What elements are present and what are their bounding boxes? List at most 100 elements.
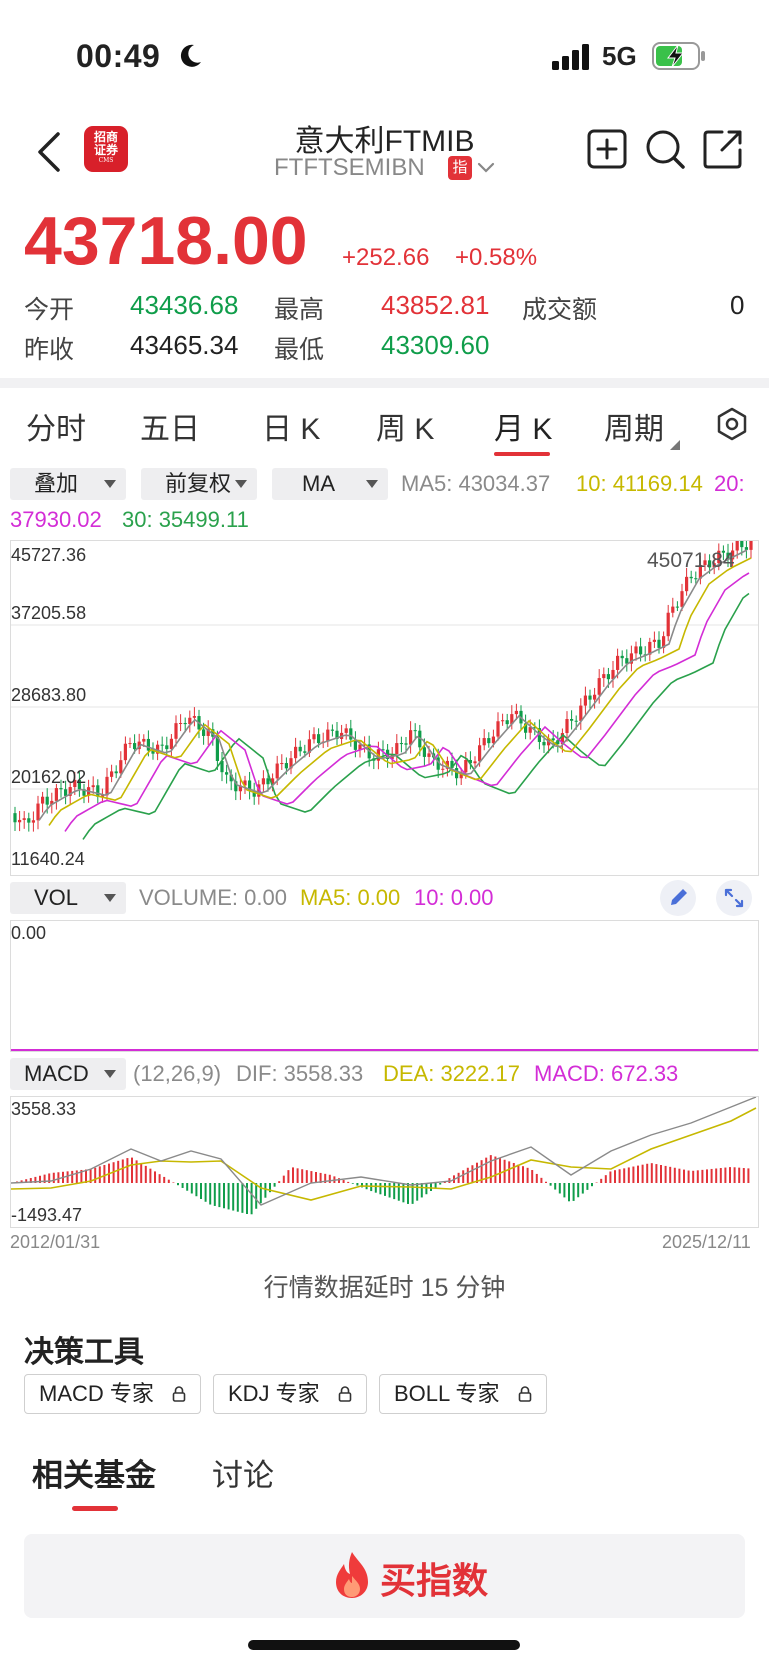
vol-dropdown[interactable]: VOL [10, 882, 126, 914]
macd-bar [273, 1183, 276, 1187]
macd-bar [476, 1162, 478, 1183]
tab-discussion[interactable]: 讨论 [212, 1458, 274, 1493]
candle-body [441, 768, 445, 770]
candle-body [404, 743, 408, 745]
macd-bar [103, 1164, 106, 1183]
tab-period[interactable]: 周期 [604, 413, 664, 446]
y-label-3: 28683.80 [11, 685, 87, 705]
candle-body [137, 741, 141, 750]
macd-bar [131, 1157, 133, 1183]
candle-body [41, 796, 45, 804]
candle-body [455, 768, 459, 779]
overlay-dropdown[interactable]: 叠加 [10, 468, 126, 500]
security-code[interactable]: FTFTSEMIBN [274, 154, 425, 181]
candle-body [59, 788, 63, 790]
dea-line [11, 1107, 757, 1201]
status-time: 00:49 [76, 38, 161, 74]
ma20-line [64, 572, 750, 832]
candle-body [625, 658, 629, 664]
settings-icon[interactable] [714, 406, 750, 442]
tab-monthly-k[interactable]: 月 K [494, 413, 553, 446]
macd-bar [305, 1170, 308, 1183]
macd-bar [540, 1177, 543, 1183]
ma-dropdown[interactable]: MA [272, 468, 388, 500]
candle-body [105, 776, 109, 796]
buy-index-button[interactable]: 买指数 [24, 1534, 745, 1618]
macd-bar [135, 1160, 138, 1183]
caret-down-icon [104, 894, 116, 902]
macd-bar [692, 1170, 695, 1183]
macd-dropdown[interactable]: MACD [10, 1058, 126, 1090]
macd-bar [489, 1155, 492, 1183]
tab-daily-k[interactable]: 日 K [262, 413, 321, 446]
edit-indicator-button[interactable] [660, 880, 696, 916]
macd-bar [218, 1183, 221, 1208]
search-icon[interactable] [644, 128, 686, 170]
macd-bar [416, 1183, 419, 1201]
candle-body [114, 771, 118, 774]
macd-bar [223, 1183, 225, 1209]
share-icon[interactable] [702, 128, 744, 170]
macd-bar [614, 1170, 616, 1183]
macd-expert-chip[interactable]: MACD 专家 [24, 1374, 201, 1414]
candle-body [399, 743, 403, 745]
adjust-dropdown[interactable]: 前复权 [141, 468, 257, 500]
volume-chart[interactable]: 0.00 [10, 920, 759, 1052]
macd-bar [733, 1167, 736, 1183]
macd-bar [186, 1183, 189, 1191]
macd-bar [512, 1162, 515, 1183]
macd-bar [439, 1183, 442, 1185]
kdj-expert-chip[interactable]: KDJ 专家 [213, 1374, 367, 1414]
fullscreen-button[interactable] [716, 880, 752, 916]
macd-bar [296, 1168, 299, 1183]
macd-bar [227, 1183, 230, 1210]
candle-body [501, 720, 505, 722]
tab-five-day[interactable]: 五日 [140, 413, 200, 446]
price-change-pct: +0.58% [455, 244, 538, 271]
macd-bar [324, 1173, 327, 1183]
candle-body [363, 744, 367, 746]
ma20-prefix: 20: [714, 471, 745, 496]
kline-chart[interactable]: 45727.36 37205.58 28683.80 20162.02 1164… [10, 540, 759, 876]
macd-bar [531, 1170, 534, 1183]
candle-body [234, 781, 238, 792]
tab-intraday[interactable]: 分时 [26, 413, 86, 446]
candle-body [675, 606, 679, 608]
caret-down-icon [235, 480, 247, 488]
add-watchlist-icon[interactable] [586, 128, 628, 170]
macd-bar [379, 1183, 382, 1195]
tab-weekly-k[interactable]: 周 K [376, 413, 435, 446]
candle-body [133, 743, 137, 750]
macd-bar [167, 1179, 170, 1183]
macd-bar [374, 1183, 377, 1193]
chevron-down-icon[interactable] [476, 160, 496, 176]
candle-body [294, 746, 298, 759]
candle-body [528, 727, 532, 733]
flame-icon [336, 1552, 368, 1598]
candle-body [183, 723, 187, 725]
page-title: 意大利FTMIB [294, 125, 475, 158]
boll-expert-chip[interactable]: BOLL 专家 [379, 1374, 547, 1414]
y-label-bottom: 11640.24 [11, 849, 85, 869]
broker-logo-line1: 招商 [93, 130, 118, 144]
broker-logo: 招商 证券 CMS [84, 126, 128, 172]
candle-body [579, 705, 583, 721]
open-value: 43436.68 [130, 290, 239, 320]
macd-bar [577, 1183, 580, 1198]
max-price-marker: 45071.84 [647, 549, 735, 572]
candle-body [611, 669, 615, 680]
candle-body [280, 763, 284, 765]
macd-bar [278, 1181, 281, 1183]
macd-bar [572, 1183, 575, 1201]
volume-y-label: 0.00 [11, 923, 47, 943]
macd-chart[interactable]: 3558.33 -1493.47 [10, 1096, 759, 1228]
tab-related-funds[interactable]: 相关基金 [32, 1458, 156, 1493]
macd-bar [581, 1183, 584, 1194]
candle-body [721, 550, 725, 553]
caret-down-icon [104, 1070, 116, 1078]
back-icon[interactable] [32, 128, 66, 176]
candle-body [64, 789, 68, 796]
macd-bar [627, 1167, 630, 1183]
macd-bar [80, 1169, 83, 1183]
macd-bar [121, 1159, 124, 1183]
